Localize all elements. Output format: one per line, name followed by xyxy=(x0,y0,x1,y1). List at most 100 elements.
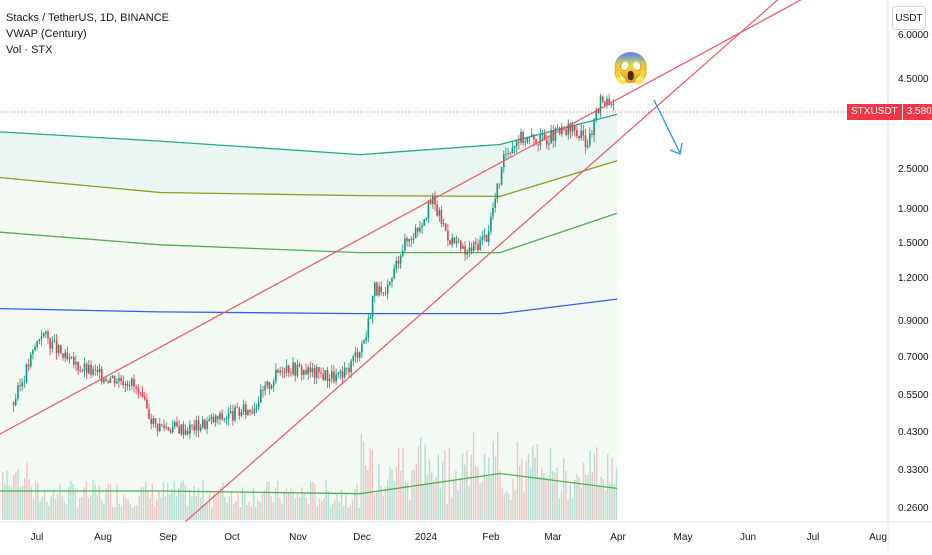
candle xyxy=(219,410,221,425)
candle xyxy=(109,376,112,383)
candle xyxy=(612,98,615,111)
y-tick-label: 0.7000 xyxy=(898,352,929,363)
candle-body xyxy=(238,407,241,416)
volume-bar xyxy=(582,462,585,520)
volume-bar xyxy=(233,503,235,520)
candle-body xyxy=(472,242,475,251)
candle-body xyxy=(337,373,339,375)
candle xyxy=(520,128,522,145)
candle xyxy=(384,286,387,297)
candle-body xyxy=(45,331,47,334)
volume-bar xyxy=(244,492,246,520)
volume-bar xyxy=(167,482,169,520)
candle-body xyxy=(457,240,460,242)
candlesticks xyxy=(12,93,615,440)
currency-unit-button[interactable]: USDT xyxy=(892,6,926,30)
volume-bar xyxy=(87,497,90,520)
volume-bar xyxy=(63,501,65,520)
candle-body xyxy=(455,241,458,244)
candle xyxy=(283,368,286,379)
candle xyxy=(167,426,170,431)
candle xyxy=(229,405,232,414)
candle-body xyxy=(371,295,374,317)
candle xyxy=(77,361,79,375)
candle-body xyxy=(303,369,305,375)
candle xyxy=(23,375,26,388)
candle xyxy=(294,362,296,382)
volume-bar xyxy=(283,490,285,520)
y-tick-label: 0.5500 xyxy=(898,390,929,401)
candle-body xyxy=(479,240,481,250)
candle xyxy=(40,330,43,346)
volume-bar xyxy=(274,487,277,520)
candle xyxy=(408,238,410,248)
volume-bar xyxy=(334,499,336,520)
candle xyxy=(214,414,217,427)
candle-body xyxy=(139,392,142,394)
volume-bar xyxy=(125,498,127,520)
candle-body xyxy=(51,341,54,349)
down-arrow-head xyxy=(669,142,683,155)
candle xyxy=(498,183,501,189)
volume-bar xyxy=(389,466,391,520)
volume-bar xyxy=(239,507,241,520)
volume-bar xyxy=(351,499,354,520)
volume-bar xyxy=(395,467,398,520)
chart-legend: Stacks / TetherUS, 1D, BINANCE VWAP (Cen… xyxy=(6,10,169,58)
volume-bar xyxy=(530,468,532,520)
candle-body xyxy=(311,368,314,372)
candle xyxy=(573,124,576,137)
volume-bar xyxy=(387,479,389,520)
volume-bar xyxy=(270,496,272,520)
volume-bar xyxy=(442,461,444,520)
candle xyxy=(240,409,243,418)
candle xyxy=(17,382,19,402)
volume-bar xyxy=(98,485,101,520)
symbol-title[interactable]: Stacks / TetherUS, 1D, BINANCE xyxy=(6,12,170,24)
candle xyxy=(143,391,146,401)
volume-bar xyxy=(591,472,593,520)
candle xyxy=(154,418,157,429)
candle-body xyxy=(98,368,101,373)
candle xyxy=(322,367,324,381)
candle xyxy=(139,392,142,397)
volume-bar xyxy=(420,437,422,520)
candle-body xyxy=(294,362,296,376)
volume-bar xyxy=(272,502,274,520)
candle-body xyxy=(515,141,518,147)
candle-body xyxy=(361,343,363,352)
volume-bar xyxy=(360,433,362,520)
candle-body xyxy=(189,424,191,434)
candle-body xyxy=(111,375,114,379)
candle xyxy=(352,354,355,367)
candle xyxy=(369,313,372,320)
candle xyxy=(124,381,127,393)
candle-body xyxy=(126,384,129,387)
volume-bar xyxy=(510,499,512,520)
volume-bar xyxy=(28,479,30,520)
candle-body xyxy=(395,261,398,269)
candle-body xyxy=(436,204,438,216)
candle-body xyxy=(425,217,428,220)
volume-bar xyxy=(384,486,387,520)
candle-body xyxy=(518,141,520,143)
candle xyxy=(156,423,159,437)
volume-bar xyxy=(138,496,140,520)
volume-bar xyxy=(600,476,602,520)
candle-body xyxy=(470,247,473,251)
candle-body xyxy=(42,333,45,337)
candle xyxy=(171,420,174,434)
volume-indicator-label[interactable]: Vol · STX xyxy=(6,44,53,56)
candle-body xyxy=(236,407,238,409)
candle-body xyxy=(384,293,387,294)
volume-bar xyxy=(431,472,433,520)
candle-body xyxy=(305,369,307,375)
vwap-indicator-label[interactable]: VWAP (Century) xyxy=(6,28,87,40)
candle xyxy=(79,365,81,373)
volume-bar xyxy=(17,469,19,520)
volume-bar xyxy=(41,496,43,520)
candle-body xyxy=(253,408,256,414)
candle-body xyxy=(100,368,103,383)
